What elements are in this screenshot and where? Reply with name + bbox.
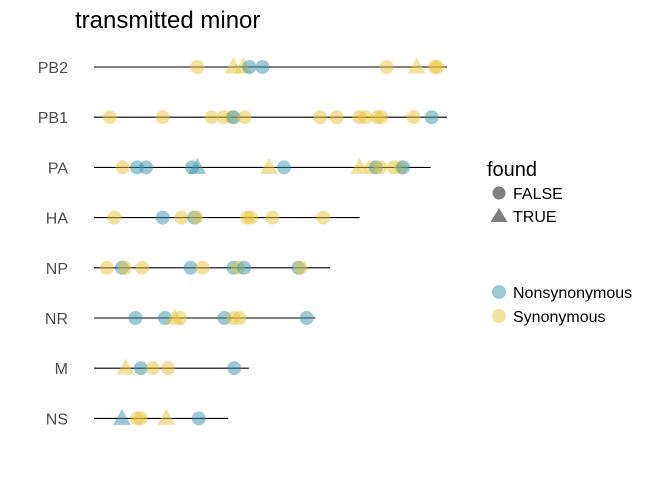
point-pb1-circle [237, 110, 252, 125]
point-pa-triangle [188, 157, 207, 174]
point-pb1-circle [102, 110, 117, 125]
point-nr-circle [299, 311, 314, 325]
point-ha-circle [174, 210, 189, 225]
point-ha-circle [316, 210, 331, 225]
legend-triangle-icon [490, 208, 508, 222]
point-pb1-circle [155, 110, 170, 125]
legend-found-title: found [487, 159, 537, 181]
point-ha-circle [265, 210, 280, 225]
point-ns-triangle [157, 408, 176, 425]
point-nr-circle [172, 311, 187, 325]
point-np-circle [135, 260, 150, 275]
point-pb1-circle [204, 110, 219, 125]
point-pb1-circle [406, 110, 421, 125]
point-np-circle [293, 260, 308, 275]
legend-synonymous-label: Synonymous [513, 309, 606, 326]
point-pb1-circle [329, 110, 344, 125]
point-pb1-circle [313, 110, 328, 125]
chart-title: transmitted minor [75, 7, 260, 34]
point-ha-circle [155, 210, 170, 225]
point-pb2-circle [242, 60, 257, 74]
point-ns-circle [133, 411, 148, 426]
point-pa-circle [396, 160, 411, 175]
point-pb1-circle [358, 110, 373, 125]
point-ns-circle [191, 411, 206, 426]
point-pa-circle [373, 160, 388, 175]
point-m-circle [133, 361, 148, 376]
segment-label-ha: HA [46, 211, 69, 228]
point-nr-circle [128, 311, 143, 325]
legend-found: found FALSE TRUE [487, 159, 563, 226]
point-m-circle [145, 361, 160, 376]
legend-true-label: TRUE [513, 209, 557, 226]
point-pb2-circle [430, 60, 445, 74]
point-pb2-circle [190, 60, 205, 74]
legend-circle-icon [492, 186, 506, 200]
segment-label-m: M [55, 361, 68, 378]
point-pa-triangle [350, 157, 369, 174]
point-m-triangle [116, 358, 135, 375]
point-np-circle [117, 260, 132, 275]
point-ha-circle [107, 210, 122, 225]
point-pb1-circle [226, 110, 241, 125]
legend-false-label: FALSE [513, 186, 563, 203]
legend-nonsynonymous-label: Nonsynonymous [513, 285, 632, 302]
segment-label-np: NP [46, 261, 68, 278]
segment-label-pb1: PB1 [38, 110, 68, 127]
point-np-circle [99, 260, 114, 275]
segment-label-nr: NR [45, 311, 68, 328]
point-ns-triangle [112, 408, 131, 425]
point-pa-triangle [259, 157, 278, 174]
point-ha-circle [243, 210, 258, 225]
point-pa-circle [115, 160, 130, 175]
point-np-circle [183, 260, 198, 275]
point-np-circle [237, 260, 252, 275]
segment-label-pb2: PB2 [38, 60, 68, 77]
point-pb2-circle [379, 60, 394, 74]
point-np-circle [195, 260, 210, 275]
point-ha-circle [189, 210, 204, 225]
legend-synonymous-swatch [492, 309, 506, 323]
legend-nonsynonymous-swatch [492, 285, 506, 299]
point-pb2-triangle [407, 57, 426, 74]
legend-class: Nonsynonymous Synonymous [492, 285, 632, 326]
segment-label-pa: PA [48, 160, 68, 177]
point-m-circle [227, 361, 242, 376]
point-pb1-circle [374, 110, 389, 125]
point-pb2-circle [255, 60, 270, 74]
point-pa-circle [276, 160, 291, 175]
point-m-circle [160, 361, 175, 376]
point-nr-circle [232, 311, 247, 325]
point-pa-circle [139, 160, 154, 175]
segment-label-ns: NS [46, 411, 68, 428]
point-pb1-circle [424, 110, 439, 125]
mutation-points [99, 57, 445, 426]
